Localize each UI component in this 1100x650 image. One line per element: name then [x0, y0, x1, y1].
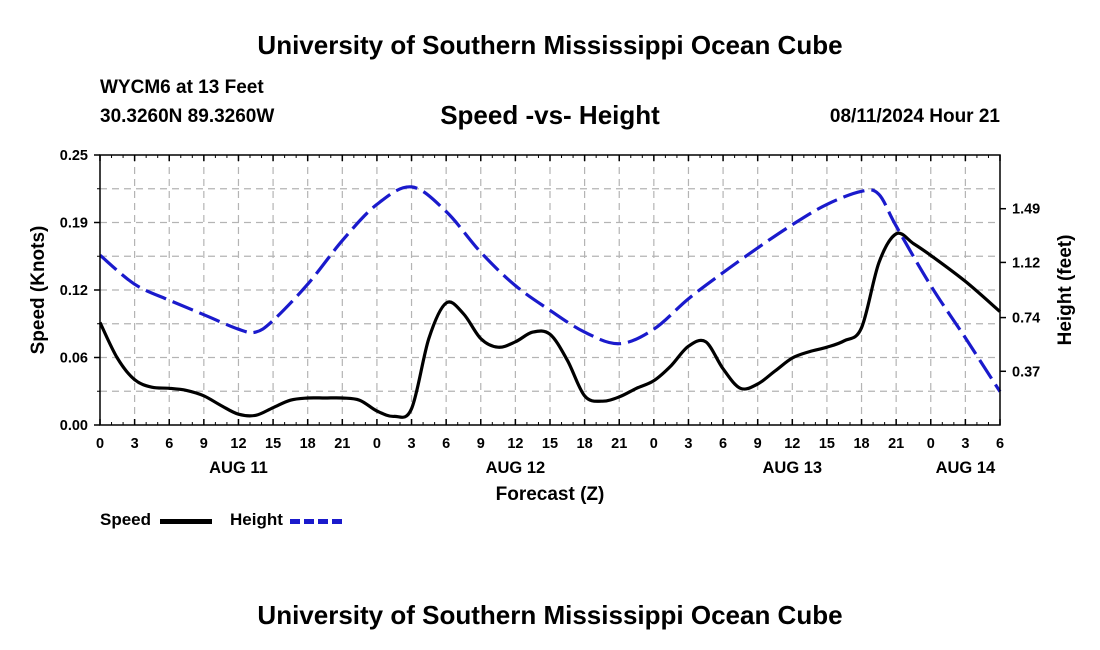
x-axis-title: Forecast (Z)	[496, 484, 605, 505]
x-tick-label: 0	[650, 436, 658, 452]
footer-title: University of Southern Mississippi Ocean…	[257, 600, 843, 630]
date-label: AUG 12	[486, 459, 546, 477]
legend-height-swatch	[290, 519, 342, 524]
y-right-tick-label: 1.49	[1012, 202, 1040, 218]
axis-labels: 0 3 6 9 12 15 18 21 0 3 6 9 12 15 18 21 0 3 6 9 12 15 18 21 0 3 6A…	[60, 148, 1040, 477]
series-speed-line	[98, 231, 1002, 419]
x-tick-label: 18	[853, 436, 869, 452]
date-label: AUG 13	[763, 459, 823, 477]
x-tick-label: 6	[996, 436, 1004, 452]
x-tick-label: 9	[200, 436, 208, 452]
ticks	[94, 154, 1006, 426]
y-left-tick-label: 0.19	[60, 216, 88, 232]
x-tick-label: 6	[442, 436, 450, 452]
date-label: AUG 11	[209, 459, 268, 477]
y-left-tick-label: 0.25	[60, 148, 88, 164]
x-tick-label: 18	[577, 436, 593, 452]
y-left-tick-label: 0.06	[60, 351, 88, 367]
y-axis-left-title: Speed (Knots)	[28, 226, 49, 355]
chart-title: Speed -vs- Height	[440, 100, 660, 130]
x-tick-label: 0	[96, 436, 104, 452]
x-tick-label: 6	[165, 436, 173, 452]
x-tick-label: 21	[888, 436, 904, 452]
x-tick-label: 3	[131, 436, 139, 452]
x-tick-label: 15	[265, 436, 281, 452]
legend-height-label: Height	[230, 510, 283, 529]
grid	[100, 155, 1000, 425]
legend-speed-label: Speed	[100, 510, 152, 529]
x-tick-label: 15	[542, 436, 558, 452]
x-tick-label: 12	[230, 436, 246, 452]
x-tick-label: 3	[961, 436, 969, 452]
page-title: University of Southern Mississippi Ocean…	[257, 30, 843, 60]
x-tick-label: 21	[611, 436, 627, 452]
x-tick-label: 9	[477, 436, 485, 452]
x-tick-label: 12	[507, 436, 523, 452]
legend-speed-swatch	[160, 519, 212, 524]
x-tick-label: 12	[784, 436, 800, 452]
x-tick-label: 15	[819, 436, 835, 452]
x-tick-label: 3	[407, 436, 415, 452]
y-right-tick-label: 1.12	[1012, 255, 1040, 271]
x-tick-label: 0	[373, 436, 381, 452]
y-right-tick-label: 0.74	[1012, 311, 1040, 327]
x-tick-label: 6	[719, 436, 727, 452]
y-left-tick-label: 0.12	[60, 283, 88, 299]
x-tick-label: 3	[684, 436, 692, 452]
chart: 0 3 6 9 12 15 18 21 0 3 6 9 12 15 18 21 0 3 6 9 12 15 18 21 0 3 6A…	[28, 148, 1076, 505]
x-tick-label: 21	[334, 436, 350, 452]
x-tick-label: 18	[300, 436, 316, 452]
y-axis-right-title: Height (feet)	[1055, 235, 1076, 346]
station-coords: 30.3260N 89.3260W	[100, 106, 275, 127]
y-right-tick-label: 0.37	[1012, 364, 1040, 380]
series-layer	[98, 185, 1002, 419]
x-tick-label: 0	[927, 436, 935, 452]
x-tick-label: 9	[754, 436, 762, 452]
station-label: WYCM6 at 13 Feet	[100, 77, 264, 98]
forecast-datetime: 08/11/2024 Hour 21	[829, 106, 1000, 127]
date-label: AUG 14	[936, 459, 996, 477]
y-left-tick-label: 0.00	[60, 418, 88, 434]
series-height-line	[98, 185, 1002, 393]
